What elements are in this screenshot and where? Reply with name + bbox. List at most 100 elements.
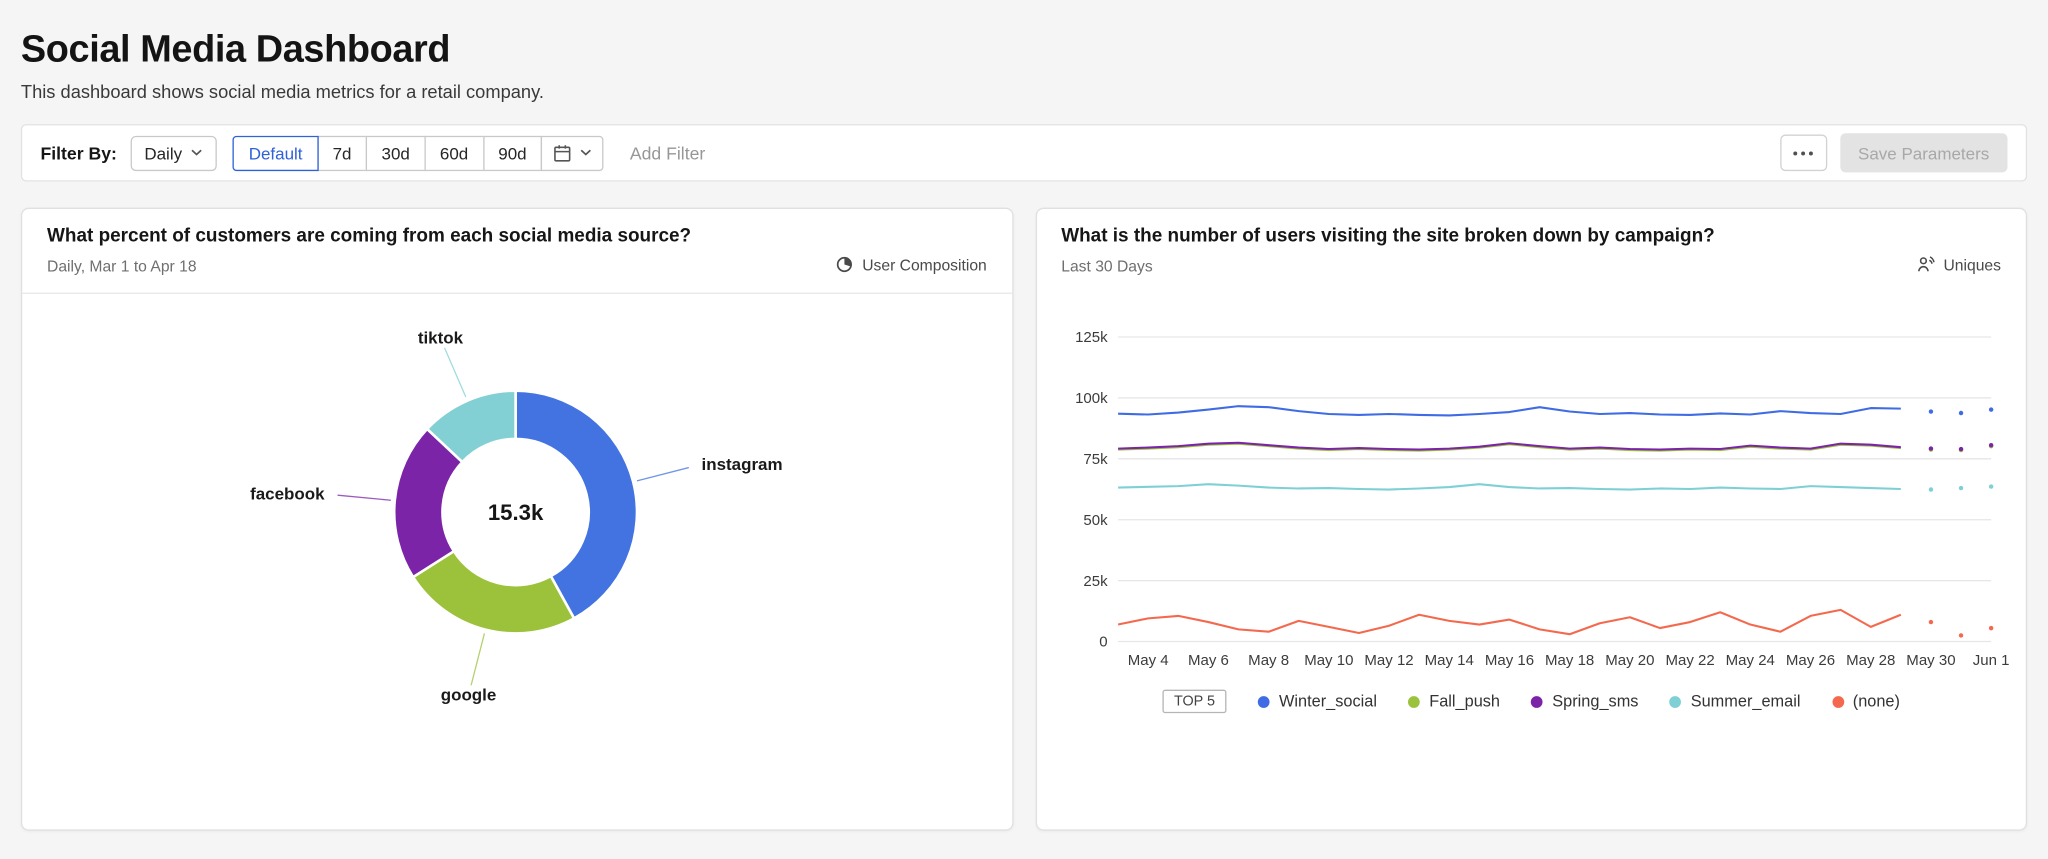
preset-60d[interactable]: 60d bbox=[424, 135, 484, 171]
donut-slice-google[interactable] bbox=[411, 549, 576, 635]
legend-label: (none) bbox=[1852, 692, 1900, 711]
series-color-dot bbox=[1831, 695, 1844, 708]
label-leader-line bbox=[470, 633, 486, 686]
custom-date-button[interactable] bbox=[540, 135, 604, 171]
y-tick-label: 75k bbox=[1083, 451, 1108, 468]
period-dropdown[interactable]: Daily bbox=[129, 135, 218, 171]
chevron-down-icon bbox=[191, 149, 203, 156]
series-tail-dot bbox=[1958, 633, 1963, 638]
x-tick-label: May 14 bbox=[1424, 652, 1473, 669]
x-tick-label: May 8 bbox=[1248, 652, 1289, 669]
donut-center-total: 15.3k bbox=[488, 500, 544, 525]
x-tick-label: May 4 bbox=[1127, 652, 1168, 669]
date-range-presets: Default 7d 30d 60d 90d bbox=[233, 135, 604, 171]
ellipsis-icon bbox=[1793, 150, 1813, 155]
donut-chart-area: instagram google facebook tiktok 15.3k bbox=[22, 294, 1011, 830]
donut-chart: instagram google facebook tiktok 15.3k bbox=[250, 329, 783, 705]
legend-item-spring-sms[interactable]: Spring_sms bbox=[1531, 692, 1639, 711]
line-chart: 125k 100k 75k 50k 25k 0 May 4 May 6 May 8 May 10 M… bbox=[1074, 329, 2009, 669]
page-title: Social Media Dashboard bbox=[20, 28, 451, 71]
legend-label: Fall_push bbox=[1429, 692, 1501, 711]
page-subtitle: This dashboard shows social media metric… bbox=[20, 80, 544, 102]
donut-slice-instagram[interactable] bbox=[514, 389, 639, 621]
series-tail-dot bbox=[1928, 409, 1933, 414]
metric-badge-label: User Composition bbox=[862, 255, 987, 274]
y-tick-label: 50k bbox=[1083, 512, 1108, 529]
x-tick-label: May 26 bbox=[1785, 652, 1834, 669]
preset-7d[interactable]: 7d bbox=[316, 135, 368, 171]
preset-30d[interactable]: 30d bbox=[365, 135, 426, 171]
chevron-down-icon bbox=[580, 149, 592, 156]
x-tick-label: May 20 bbox=[1605, 652, 1654, 669]
series-tail-dot bbox=[1988, 625, 1993, 631]
series-tail-dot bbox=[1958, 446, 1963, 452]
slice-label-facebook: facebook bbox=[250, 484, 325, 503]
label-leader-line bbox=[337, 494, 391, 501]
x-tick-label: May 28 bbox=[1845, 652, 1894, 669]
series-color-dot bbox=[1408, 695, 1421, 708]
legend-item-winter-social[interactable]: Winter_social bbox=[1258, 692, 1377, 711]
slice-label-instagram: instagram bbox=[702, 455, 783, 474]
x-tick-label: May 16 bbox=[1484, 652, 1533, 669]
card-header: What percent of customers are coming fro… bbox=[22, 209, 1012, 294]
legend-label: Summer_email bbox=[1690, 692, 1801, 711]
series-tail-dot bbox=[1958, 485, 1963, 491]
card-header: What is the number of users visiting the… bbox=[1036, 209, 2025, 293]
x-tick-label: Jun 1 bbox=[1972, 652, 2009, 669]
preset-90d[interactable]: 90d bbox=[482, 135, 543, 171]
x-tick-label: May 22 bbox=[1665, 652, 1714, 669]
series-color-dot bbox=[1531, 695, 1544, 708]
y-tick-label: 125k bbox=[1074, 329, 1107, 346]
save-parameters-button[interactable]: Save Parameters bbox=[1839, 133, 2008, 173]
line-chart-card: What is the number of users visiting the… bbox=[1035, 207, 2028, 831]
x-tick-label: May 10 bbox=[1304, 652, 1353, 669]
label-leader-line bbox=[443, 347, 467, 398]
overflow-menu-button[interactable] bbox=[1779, 134, 1827, 172]
x-tick-label: May 30 bbox=[1906, 652, 1955, 669]
add-filter-button[interactable]: Add Filter bbox=[629, 143, 706, 163]
y-tick-label: 25k bbox=[1083, 573, 1108, 590]
donut-chart-card: What percent of customers are coming fro… bbox=[20, 207, 1013, 831]
card-title: What is the number of users visiting the… bbox=[1061, 225, 1715, 247]
slice-label-google: google bbox=[441, 686, 497, 705]
series-line-Summer_email bbox=[1117, 483, 1901, 491]
line-chart-area: 125k 100k 75k 50k 25k 0 May 4 May 6 May 8 May 10 M… bbox=[1036, 293, 2025, 830]
card-subtitle: Last 30 Days bbox=[1061, 257, 1153, 276]
x-tick-label: May 6 bbox=[1187, 652, 1228, 669]
card-subtitle: Daily, Mar 1 to Apr 18 bbox=[47, 257, 197, 276]
x-tick-label: May 24 bbox=[1725, 652, 1774, 669]
legend-item-none[interactable]: (none) bbox=[1831, 692, 1900, 711]
card-title: What percent of customers are coming fro… bbox=[47, 225, 692, 247]
legend-item-summer-email[interactable]: Summer_email bbox=[1669, 692, 1801, 711]
series-tail-dot bbox=[1928, 446, 1933, 451]
chart-legend: TOP 5 Winter_social Fall_push Spring_sms… bbox=[1036, 689, 2025, 714]
series-tail-dot bbox=[1928, 487, 1933, 492]
legend-item-fall-push[interactable]: Fall_push bbox=[1408, 692, 1501, 711]
metric-badge: Uniques bbox=[1916, 255, 2001, 276]
preset-default[interactable]: Default bbox=[233, 135, 319, 171]
filter-bar: Filter By: Daily Default 7d 30d 60d 90d … bbox=[20, 124, 2028, 182]
x-tick-label: May 18 bbox=[1544, 652, 1593, 669]
filter-by-label: Filter By: bbox=[40, 143, 117, 163]
label-leader-line bbox=[636, 466, 689, 482]
series-line-(none) bbox=[1117, 608, 1901, 636]
legend-label: Spring_sms bbox=[1552, 692, 1639, 711]
cards-row: What percent of customers are coming fro… bbox=[20, 207, 2028, 831]
legend-label: Winter_social bbox=[1278, 692, 1377, 711]
calendar-icon bbox=[554, 144, 571, 161]
y-tick-label: 0 bbox=[1099, 634, 1107, 651]
x-tick-label: May 12 bbox=[1364, 652, 1413, 669]
slice-label-tiktok: tiktok bbox=[418, 329, 464, 348]
metric-badge: User Composition bbox=[835, 255, 987, 276]
series-tail-dot bbox=[1988, 407, 1993, 412]
series-line-Spring_sms bbox=[1117, 441, 1901, 451]
series-line-Winter_social bbox=[1117, 405, 1901, 417]
series-tail-dot bbox=[1958, 410, 1963, 416]
series-tail-dot bbox=[1988, 442, 1993, 448]
donut-slice-tiktok[interactable] bbox=[425, 389, 517, 464]
metric-badge-label: Uniques bbox=[1943, 255, 2001, 274]
uniques-icon bbox=[1918, 256, 1935, 272]
series-color-dot bbox=[1258, 695, 1270, 708]
